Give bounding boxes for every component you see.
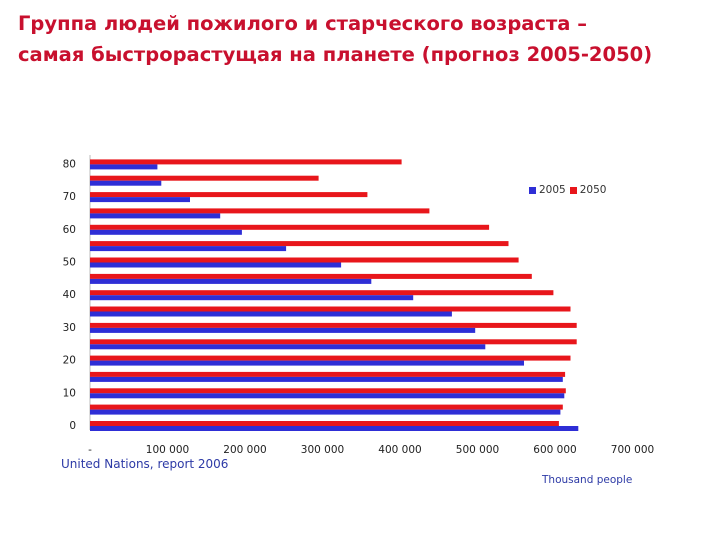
title-line-1: Группа людей пожилого и старческого возр…	[18, 12, 587, 35]
legend-label-2050: 2050	[579, 184, 607, 196]
bar-2005-age-25	[90, 344, 486, 350]
y-tick-label-70: 70	[63, 191, 76, 203]
bar-2050-age-15	[90, 371, 566, 377]
bar-2050-age-65	[90, 208, 430, 214]
bar-2005-age-40	[90, 295, 414, 301]
bar-2050-age-10	[90, 388, 566, 394]
bar-2050-age-0	[90, 421, 559, 426]
x-tick-label-6: 600 000	[533, 444, 576, 456]
bar-2050-age-5	[90, 404, 563, 410]
chart-legend: 2005 2050	[529, 184, 610, 196]
y-tick-label-20: 20	[63, 355, 76, 367]
x-tick-label-3: 300 000	[301, 444, 344, 456]
y-tick-label-10: 10	[63, 387, 76, 399]
x-tick-label-0: -	[88, 444, 92, 456]
y-tick-label-40: 40	[63, 289, 76, 301]
chart-title: Группа людей пожилого и старческого возр…	[18, 8, 708, 70]
x-tick-label-4: 400 000	[378, 444, 421, 456]
bar-2005-age-45	[90, 278, 372, 284]
x-tick-label-1: 100 000	[146, 444, 189, 456]
bar-2050-age-40	[90, 290, 554, 296]
bar-2005-age-20	[90, 360, 524, 366]
bar-2050-age-60	[90, 224, 490, 230]
bar-2005-age-75	[90, 180, 162, 186]
y-tick-label-30: 30	[63, 322, 76, 334]
x-tick-label-2: 200 000	[223, 444, 266, 456]
bar-2005-age-30	[90, 327, 476, 333]
source-note: United Nations, report 2006	[61, 457, 229, 471]
bar-2005-age-50	[90, 262, 342, 268]
bar-2005-age-0	[90, 426, 579, 431]
bar-2005-age-70	[90, 197, 190, 203]
bar-2050-age-70	[90, 192, 368, 198]
bar-2050-age-30	[90, 322, 577, 328]
bar-2005-age-80	[90, 164, 158, 170]
legend-label-2005: 2005	[539, 184, 566, 196]
bar-2050-age-55	[90, 241, 509, 247]
x-tick-label-7: 700 000	[611, 444, 654, 456]
legend-item-2005: 2005	[529, 184, 566, 196]
x-tick-label-5: 500 000	[456, 444, 499, 456]
y-tick-label-0: 0	[69, 420, 76, 432]
legend-swatch-2050	[569, 186, 577, 194]
bar-2050-age-25	[90, 339, 577, 345]
bar-2005-age-55	[90, 246, 287, 252]
y-tick-label-60: 60	[63, 224, 76, 236]
title-line-2: самая быстрорастущая на планете (прогноз…	[18, 43, 653, 66]
bar-2050-age-80	[90, 159, 402, 165]
bar-2005-age-35	[90, 311, 452, 317]
bar-2050-age-45	[90, 273, 532, 279]
x-axis-unit-label: Thousand people	[542, 474, 633, 486]
bar-2005-age-15	[90, 376, 563, 382]
bar-2050-age-20	[90, 355, 571, 361]
bar-2050-age-35	[90, 306, 571, 312]
bar-2005-age-65	[90, 213, 221, 219]
legend-swatch-2005	[529, 186, 536, 194]
bar-2050-age-75	[90, 175, 319, 181]
legend-item-2050: 2050	[569, 184, 607, 196]
bar-2050-age-50	[90, 257, 519, 263]
y-tick-label-50: 50	[63, 257, 76, 269]
bar-2005-age-60	[90, 229, 242, 235]
bar-2005-age-5	[90, 409, 561, 415]
bar-2005-age-10	[90, 393, 565, 399]
y-tick-label-80: 80	[63, 158, 76, 170]
